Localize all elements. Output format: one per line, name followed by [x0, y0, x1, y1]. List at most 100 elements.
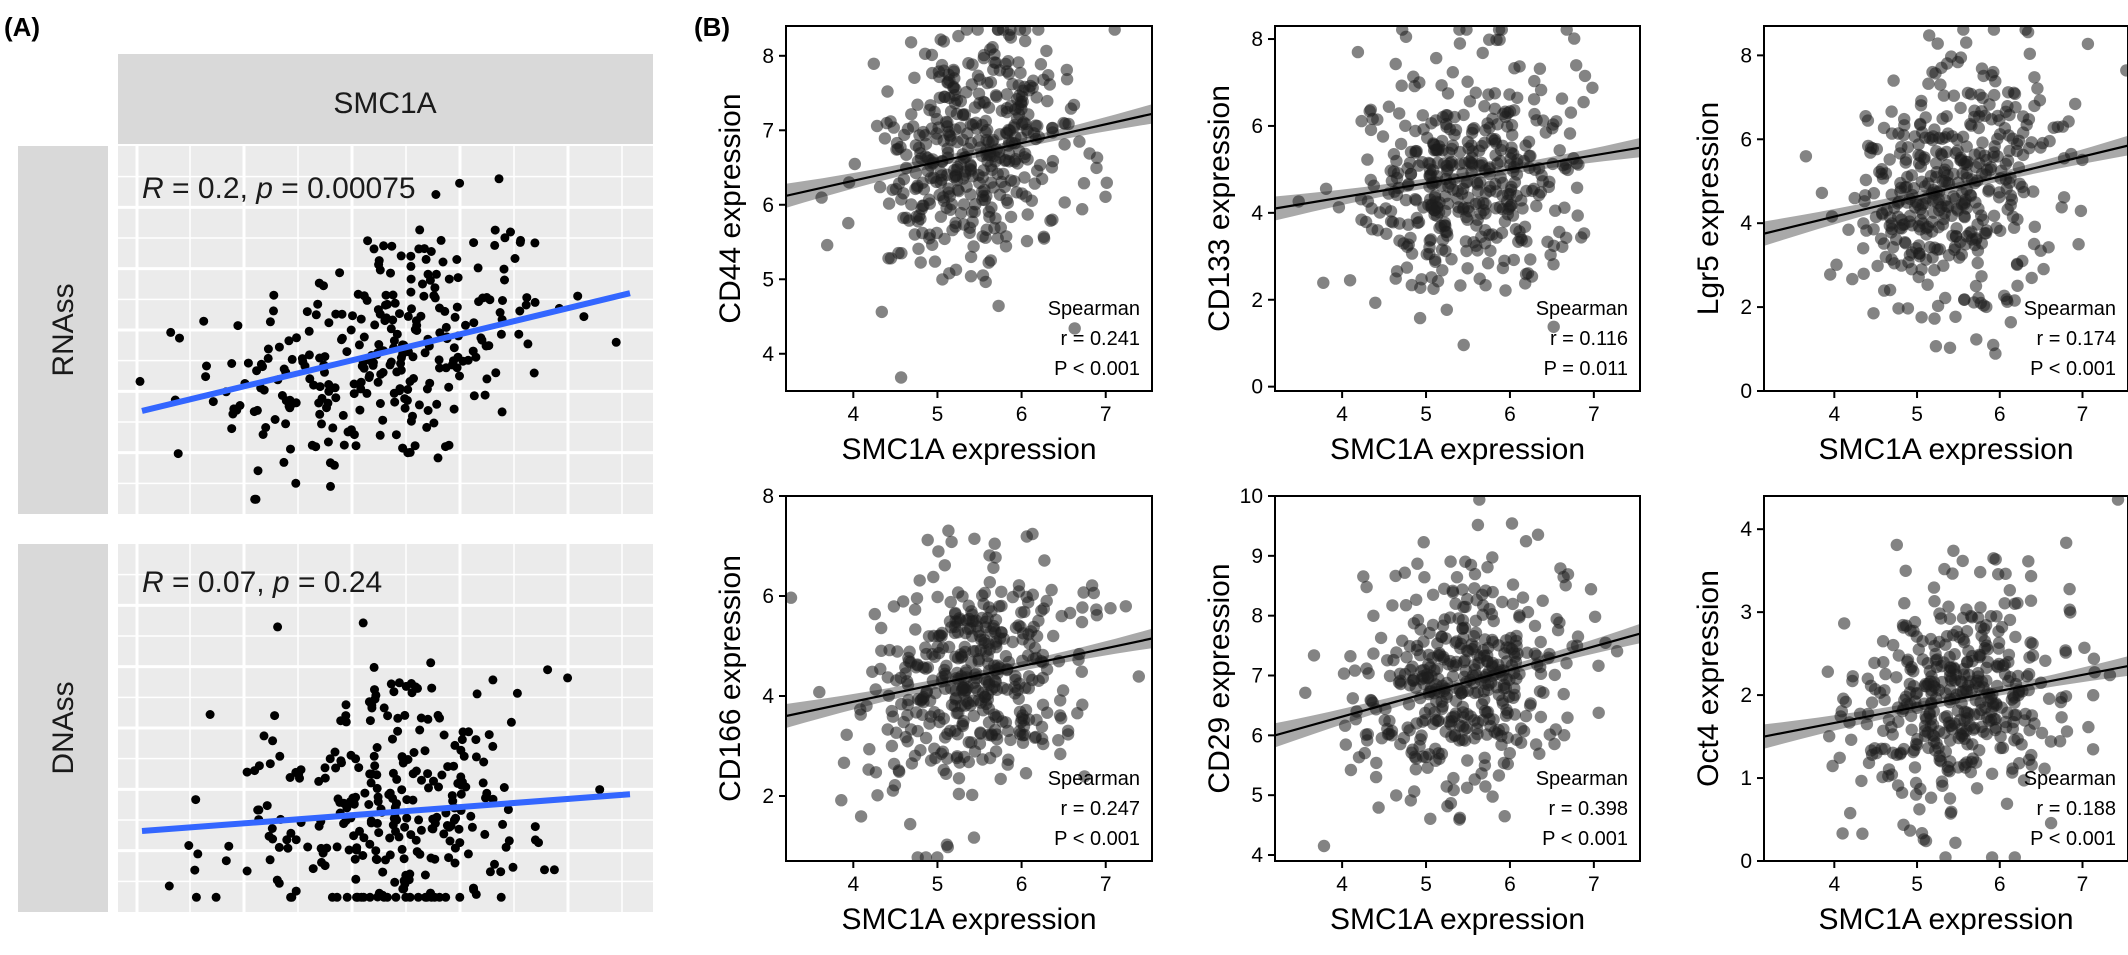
data-point	[346, 325, 356, 335]
data-point	[1553, 144, 1566, 157]
data-point	[1399, 119, 1412, 132]
data-point	[978, 183, 991, 197]
data-point	[934, 166, 948, 179]
plot-frame	[785, 25, 1153, 392]
data-point	[472, 689, 482, 699]
data-point	[443, 762, 453, 772]
data-point	[967, 676, 981, 689]
data-point	[496, 867, 506, 877]
fit-line	[1275, 632, 1640, 737]
data-point	[1317, 276, 1330, 289]
data-point	[934, 33, 947, 46]
data-point	[1471, 727, 1484, 741]
stat-r-value-dnass: = 0.07,	[164, 566, 273, 599]
data-point	[402, 395, 412, 405]
data-point	[2004, 316, 2018, 329]
data-point	[2025, 271, 2038, 285]
data-point	[444, 274, 454, 284]
data-point	[1344, 650, 1357, 663]
data-point	[2024, 594, 2038, 607]
data-point	[964, 188, 977, 201]
data-point	[485, 867, 495, 877]
data-point	[495, 308, 505, 317]
data-point	[421, 254, 431, 264]
data-point	[250, 766, 260, 776]
data-point	[1055, 712, 1068, 725]
r-value-label: r = 0.398	[1548, 798, 1628, 820]
data-point	[454, 824, 464, 834]
data-point	[1876, 635, 1890, 648]
data-point	[1497, 756, 1511, 770]
data-point	[899, 661, 912, 674]
data-point	[1504, 631, 1518, 645]
data-point	[401, 892, 411, 902]
data-point	[338, 410, 348, 420]
data-point	[2003, 584, 2017, 597]
data-point	[351, 874, 361, 884]
data-point	[1998, 289, 2011, 302]
data-point	[1898, 119, 1911, 132]
data-point	[285, 403, 295, 413]
data-point	[978, 690, 991, 703]
scatter-plot-2: 4 5 6 7 0 2 4 6 8 SMC1A expression CD133 expressio…	[1203, 25, 1641, 466]
data-point	[1018, 605, 1031, 619]
data-point	[391, 892, 401, 902]
data-point	[837, 756, 851, 769]
data-point	[1469, 626, 1483, 639]
data-point	[955, 683, 969, 697]
data-point	[1536, 594, 1549, 607]
data-point	[1559, 579, 1572, 592]
y-tick-label: 2	[1740, 296, 1752, 319]
data-point	[1529, 738, 1543, 751]
data-point	[2081, 37, 2095, 51]
data-point	[339, 440, 349, 450]
data-point	[1910, 630, 1924, 643]
data-point	[835, 794, 848, 807]
data-point	[1415, 729, 1428, 742]
data-point	[1009, 670, 1022, 683]
data-point	[1493, 33, 1506, 46]
data-point	[367, 700, 377, 710]
data-point	[385, 360, 395, 370]
data-point	[1367, 609, 1380, 622]
data-point	[1972, 121, 1986, 135]
data-point	[1040, 594, 1053, 608]
data-point	[490, 225, 500, 235]
data-point	[1959, 193, 1972, 206]
data-point	[1473, 496, 1486, 506]
data-point	[1068, 322, 1081, 335]
fit-line	[1764, 144, 2128, 235]
data-point	[1436, 619, 1450, 632]
data-point	[313, 299, 323, 309]
data-point	[1974, 565, 1987, 579]
data-point	[1078, 770, 1091, 783]
data-point	[1867, 187, 1881, 200]
data-point	[931, 851, 944, 861]
data-point	[1947, 544, 1960, 557]
y-tick-label: 10	[1240, 485, 1263, 508]
data-point	[1498, 254, 1511, 267]
data-point	[374, 340, 384, 349]
data-point	[488, 741, 498, 751]
data-point	[324, 386, 334, 396]
data-point	[1985, 705, 1998, 718]
data-point	[1447, 783, 1460, 797]
data-point	[573, 291, 583, 301]
data-point	[1060, 63, 1074, 77]
data-point	[515, 237, 525, 247]
data-point	[1915, 94, 1928, 108]
data-point	[1990, 610, 2003, 623]
data-point	[1501, 188, 1515, 201]
p-value-label: P < 0.001	[1054, 358, 1140, 380]
data-point	[1519, 709, 1533, 723]
data-point	[1421, 671, 1435, 685]
data-point	[971, 26, 984, 36]
data-point	[1931, 37, 1944, 50]
data-point	[2060, 536, 2073, 549]
data-point	[378, 415, 388, 425]
data-point	[1947, 661, 1961, 674]
data-point	[1032, 614, 1045, 627]
data-point	[480, 390, 490, 400]
data-point	[1319, 182, 1333, 195]
data-point	[1926, 133, 1939, 147]
